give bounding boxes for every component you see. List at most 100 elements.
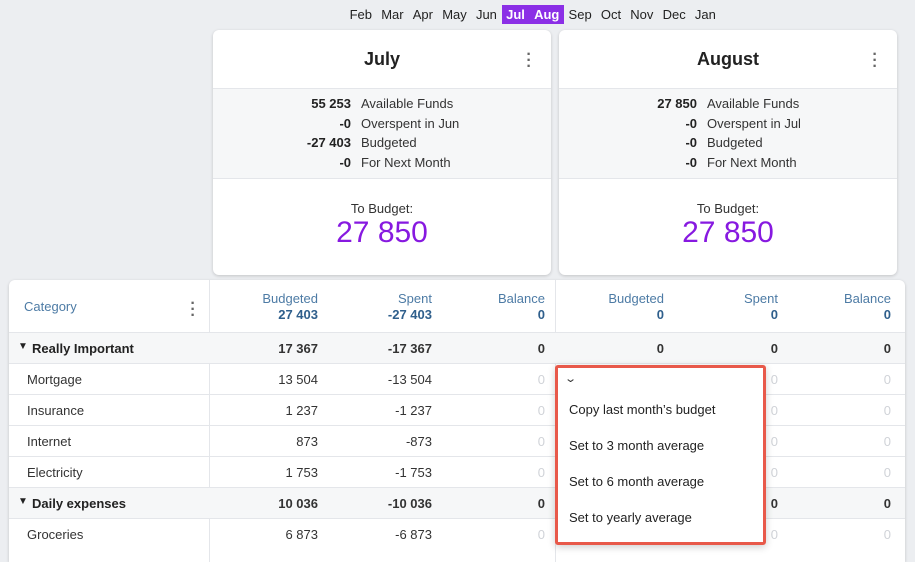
month-tab[interactable]: Mar bbox=[381, 7, 404, 22]
month-card: July · · · 55 253 Available Funds -0 Overspent … bbox=[213, 30, 551, 275]
menu-item[interactable]: Set to 6 month average bbox=[569, 474, 705, 489]
summary-value: 55 253 bbox=[311, 96, 351, 111]
summary-label: Available Funds bbox=[361, 96, 454, 111]
month-card: August · · · 27 850 Available Funds -0 Overspen… bbox=[559, 30, 897, 275]
row-cell: 0 bbox=[770, 527, 778, 542]
column-label: Balance bbox=[498, 291, 545, 306]
row-cell: 0 bbox=[537, 403, 545, 418]
row-name: Groceries bbox=[27, 527, 84, 542]
category-header[interactable]: Category bbox=[24, 299, 77, 314]
column-label: Spent bbox=[398, 291, 432, 306]
month-tab[interactable]: Oct bbox=[600, 7, 622, 22]
row-cell: 10 036 bbox=[278, 496, 318, 511]
row-cell: 0 bbox=[883, 527, 891, 542]
column-label: Budgeted bbox=[262, 291, 318, 306]
to-budget-label: To Budget: bbox=[696, 201, 760, 216]
summary-label: Available Funds bbox=[707, 96, 800, 111]
row-cell[interactable]: 873 bbox=[296, 434, 318, 449]
to-budget-label: To Budget: bbox=[350, 201, 414, 216]
menu-item[interactable]: Copy last month’s budget bbox=[569, 402, 716, 417]
menu-item[interactable]: Set to 3 month average bbox=[569, 438, 705, 453]
column-label: Budgeted bbox=[608, 291, 664, 306]
card-menu[interactable]: · · · bbox=[526, 46, 532, 75]
row-cell: 0 bbox=[537, 372, 545, 387]
collapse-arrow[interactable]: ▼ bbox=[18, 496, 28, 507]
row-cell: 0 bbox=[770, 372, 778, 387]
row-cell: 0 bbox=[883, 372, 891, 387]
column-total: -27 403 bbox=[387, 307, 432, 322]
row-cell: 0 bbox=[883, 403, 891, 418]
month-tab[interactable]: Sep bbox=[568, 7, 592, 22]
row-name: Daily expenses bbox=[32, 496, 126, 511]
month-tab[interactable]: Apr bbox=[412, 7, 433, 22]
column-total: 0 bbox=[770, 307, 778, 322]
row-cell: -13 504 bbox=[387, 372, 432, 387]
row-cell: -873 bbox=[405, 434, 432, 449]
divider bbox=[209, 280, 210, 562]
month-tab[interactable]: Dec bbox=[662, 7, 686, 22]
card-title: July bbox=[363, 49, 401, 69]
row-cell: 0 bbox=[883, 465, 891, 480]
month-tab[interactable]: Nov bbox=[630, 7, 654, 22]
card-menu[interactable]: · · · bbox=[872, 46, 878, 75]
row-cell[interactable]: 1 237 bbox=[285, 403, 318, 418]
column-total: 0 bbox=[883, 307, 891, 322]
row-cell[interactable]: 1 753 bbox=[285, 465, 318, 480]
row-cell: 0 bbox=[770, 341, 778, 356]
month-tab[interactable]: Feb bbox=[349, 7, 372, 22]
row-name: Mortgage bbox=[27, 372, 82, 387]
row-cell: 0 bbox=[537, 527, 545, 542]
chevron[interactable]: ⌄ bbox=[564, 373, 578, 385]
summary-value: -27 403 bbox=[306, 135, 351, 151]
row-name: Electricity bbox=[27, 465, 83, 480]
row-cell: 0 bbox=[883, 341, 891, 356]
month-tab[interactable]: Jun bbox=[475, 7, 497, 22]
row-cell[interactable]: 13 504 bbox=[278, 372, 318, 387]
row-cell: -1 237 bbox=[395, 403, 432, 418]
month-tab[interactable]: Jan bbox=[694, 7, 716, 22]
month-tab[interactable]: Aug bbox=[529, 5, 564, 24]
month-tab[interactable]: May bbox=[442, 7, 467, 22]
card-summary: 55 253 Available Funds -0 Overspent in Jun -… bbox=[213, 88, 551, 179]
summary-value: 27 850 bbox=[657, 96, 697, 111]
column-total: 0 bbox=[656, 307, 664, 322]
row-cell: 0 bbox=[770, 465, 778, 480]
row-cell: 0 bbox=[537, 465, 545, 480]
month-tab[interactable]: Jul bbox=[501, 5, 530, 24]
budget-menu: ⌄ Copy last month’s budget Set to 3 month… bbox=[555, 365, 766, 545]
row-name: Really Important bbox=[32, 341, 134, 356]
summary-label: Budgeted bbox=[707, 135, 763, 151]
row-cell: 0 bbox=[537, 341, 545, 356]
summary-label: For Next Month bbox=[361, 155, 451, 171]
to-budget-amount: 27 850 bbox=[682, 216, 774, 249]
row-cell: 0 bbox=[537, 496, 545, 511]
budget-table: Category · · · Budgeted 27 403 Spent -27 403 Bal… bbox=[9, 280, 905, 562]
summary-value: -0 bbox=[339, 155, 351, 171]
row-cell: 0 bbox=[656, 341, 664, 356]
summary-value: -0 bbox=[685, 155, 697, 171]
row-cell: 0 bbox=[770, 434, 778, 449]
row-cell[interactable]: 6 873 bbox=[285, 527, 318, 542]
row-cell: 17 367 bbox=[278, 341, 318, 356]
to-budget-amount: 27 850 bbox=[336, 216, 428, 249]
group-row: ▼ Really Important 17 367 -17 367 0 0 0 0 bbox=[9, 332, 905, 363]
category-menu[interactable]: · · · bbox=[190, 295, 196, 324]
row-cell: 0 bbox=[770, 403, 778, 418]
month-bar: Feb Mar Apr May Jun Jul Aug Sep Oct Nov Dec Jan bbox=[345, 5, 720, 24]
summary-value: -0 bbox=[685, 135, 697, 151]
card-title: August bbox=[697, 49, 759, 69]
collapse-arrow[interactable]: ▼ bbox=[18, 341, 28, 352]
row-cell: 0 bbox=[770, 496, 778, 511]
row-cell: -1 753 bbox=[395, 465, 432, 480]
summary-label: Overspent in Jul bbox=[707, 115, 801, 131]
summary-label: Budgeted bbox=[361, 135, 417, 151]
menu-item[interactable]: Set to yearly average bbox=[569, 510, 692, 525]
summary-label: For Next Month bbox=[707, 155, 797, 171]
summary-value: -0 bbox=[685, 115, 697, 131]
